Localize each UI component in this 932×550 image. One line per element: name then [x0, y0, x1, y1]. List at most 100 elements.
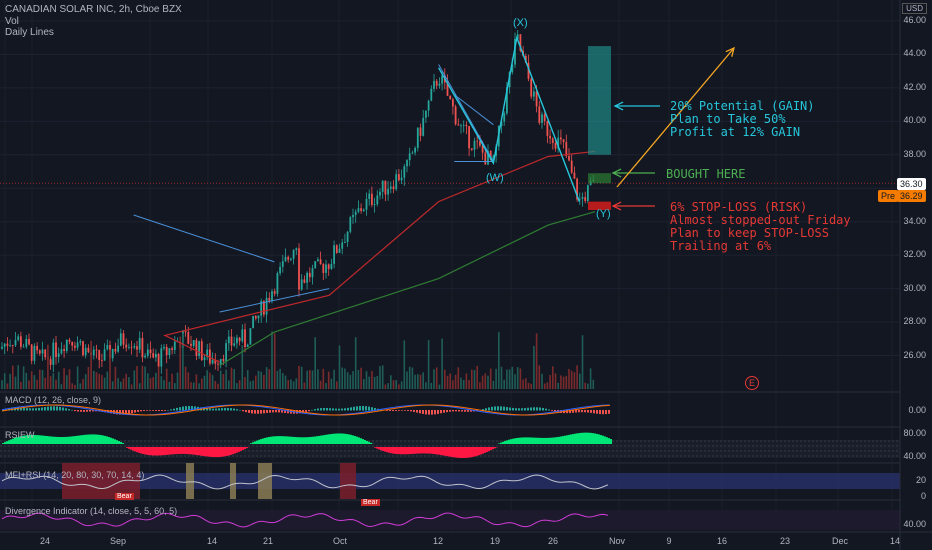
candle-body	[68, 339, 71, 342]
macd-histogram-bar	[155, 410, 157, 411]
volume-bar	[511, 366, 514, 389]
macd-histogram-bar	[506, 407, 508, 411]
macd-histogram-bar	[461, 410, 463, 412]
rsiew-bar	[212, 447, 214, 458]
volume-bar	[95, 372, 98, 389]
candle-body	[465, 124, 468, 127]
rsiew-bar	[562, 436, 564, 444]
volume-bar	[157, 366, 160, 389]
volume-bar	[211, 375, 214, 389]
volume-bar	[168, 381, 171, 389]
volume-bar	[479, 382, 481, 389]
rsiew-bar	[182, 447, 184, 454]
rsiew-bar	[422, 447, 424, 454]
macd-histogram-bar	[272, 410, 274, 413]
volume-bar	[222, 374, 225, 389]
candle-body	[400, 177, 403, 181]
pre-market-label: Pre	[878, 190, 899, 202]
candle-body	[222, 358, 225, 362]
macd-histogram-bar	[44, 407, 46, 411]
volume-bar	[238, 380, 241, 389]
rsiew-bar	[380, 447, 382, 451]
candle-body	[384, 180, 387, 195]
mfi-line	[1, 474, 609, 490]
rsiew-bar	[176, 447, 178, 455]
volume-bar	[338, 345, 341, 389]
candle-body	[241, 329, 244, 342]
rsiew-bar	[170, 447, 172, 455]
candle-body	[492, 155, 495, 161]
volume-bar	[63, 368, 65, 389]
rsiew-bar	[468, 447, 470, 458]
macd-histogram-bar	[386, 410, 388, 411]
candle-body	[146, 349, 149, 356]
currency-badge[interactable]: USD	[902, 3, 927, 14]
time-axis-tick: Nov	[608, 536, 626, 546]
rsiew-bar	[492, 447, 494, 450]
candle-body	[98, 350, 101, 361]
rsiew-bar	[194, 447, 196, 455]
candle-body	[163, 346, 165, 349]
candle-body	[452, 99, 454, 107]
rsiew-bar	[296, 437, 298, 444]
candle-body	[111, 348, 114, 359]
rsiew-bar	[260, 439, 262, 444]
volume-bar	[133, 370, 136, 389]
macd-histogram-bar	[284, 410, 286, 413]
macd-histogram-bar	[47, 406, 49, 411]
rsiew-bar	[406, 447, 408, 455]
rsiew-bar	[64, 436, 66, 444]
projection-arrow	[725, 46, 735, 57]
macd-histogram-bar	[92, 410, 94, 412]
macd-histogram-bar	[380, 409, 382, 411]
candle-body	[389, 186, 392, 189]
volume-bar	[379, 366, 381, 389]
macd-histogram-bar	[578, 410, 580, 413]
rsiew-bar	[544, 437, 546, 444]
candle-body	[408, 153, 411, 161]
volume-bar	[244, 377, 246, 389]
rsiew-bar	[172, 447, 174, 455]
volume-bar	[284, 375, 287, 389]
candle-body	[130, 346, 133, 348]
trendline	[133, 214, 275, 263]
candle-body	[92, 349, 95, 356]
volume-bar	[589, 368, 592, 389]
rsiew-bar	[374, 447, 376, 448]
macd-histogram-bar	[236, 409, 238, 411]
candle-body	[533, 91, 535, 97]
rsiew-bar	[504, 441, 506, 444]
volume-bar	[573, 372, 576, 389]
candle-body	[551, 138, 554, 144]
rsiew-bar	[518, 437, 520, 444]
trendline	[438, 64, 494, 162]
rsiew-bar	[500, 442, 502, 444]
candle-body	[489, 150, 492, 161]
rsiew-bar	[250, 443, 252, 444]
candle-body	[230, 336, 233, 346]
rsiew-bar	[384, 447, 386, 452]
volume-bar	[76, 366, 79, 389]
volume-bar	[311, 370, 314, 389]
rsiew-bar	[502, 441, 504, 444]
rsiew-bar	[356, 436, 358, 444]
candle-body	[500, 121, 503, 127]
volume-bar	[579, 373, 581, 389]
rsiew-bar	[256, 440, 258, 444]
macd-histogram-bar	[146, 410, 148, 411]
volume-bar	[449, 373, 451, 389]
rsiew-bar	[580, 432, 582, 444]
price-axis-tick: 40.00	[903, 115, 926, 126]
volume-bar	[538, 365, 541, 389]
macd-histogram-bar	[608, 410, 610, 414]
volume-bar	[398, 384, 400, 389]
macd-histogram-bar	[359, 406, 361, 411]
volume-bar	[260, 371, 262, 389]
candle-body	[71, 341, 74, 346]
rsiew-bar	[450, 447, 452, 457]
time-axis-tick: 14	[206, 536, 218, 546]
earnings-marker[interactable]: E	[745, 376, 759, 390]
rsiew-bar	[86, 434, 88, 444]
macd-histogram-bar	[227, 407, 229, 411]
